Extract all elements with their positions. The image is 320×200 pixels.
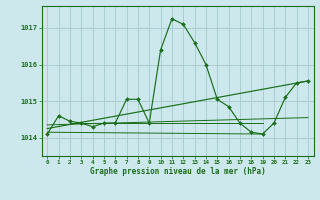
X-axis label: Graphe pression niveau de la mer (hPa): Graphe pression niveau de la mer (hPa) [90,167,266,176]
